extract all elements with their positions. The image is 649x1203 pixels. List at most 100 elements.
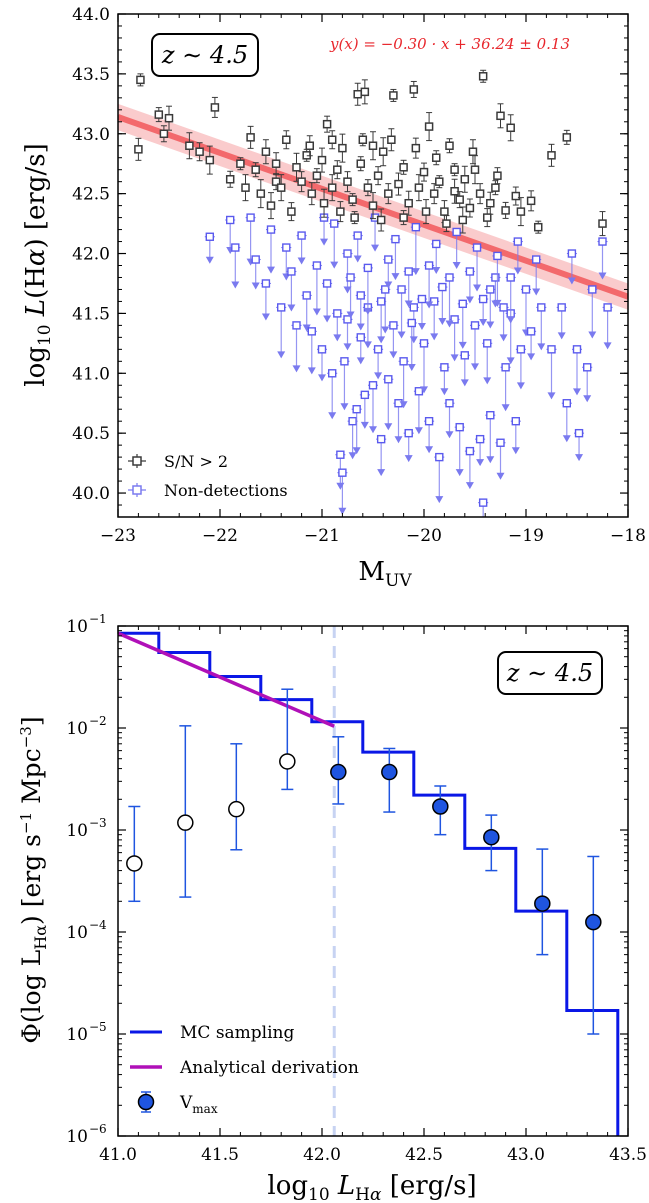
nondetection-point — [459, 351, 470, 387]
detection-point — [333, 160, 342, 180]
detection-marker — [271, 159, 281, 168]
nondetection-point — [464, 267, 475, 304]
nondetection-point — [526, 327, 537, 361]
nondetection-point — [454, 422, 465, 477]
upper-limit-arrow — [363, 307, 372, 315]
nondetection-marker — [360, 390, 370, 400]
y-tick-label: 40.0 — [72, 484, 110, 504]
nondetection-point — [510, 416, 521, 455]
fit-equation: y(x) = −0.30 · x + 36.24 ± 0.13 — [329, 35, 570, 53]
legend: S/N > 2 Non-detections — [128, 452, 288, 500]
detection-point — [384, 183, 393, 205]
nondetection-marker — [516, 345, 526, 354]
nondetection-marker — [511, 416, 520, 426]
nondetection-point — [498, 303, 509, 342]
detection-marker — [348, 195, 357, 204]
detection-marker — [435, 177, 444, 186]
nondetection-point — [332, 309, 343, 342]
detection-marker — [376, 215, 386, 225]
legend-label-analytical: Analytical derivation — [179, 1058, 359, 1078]
nondetection-point — [546, 345, 557, 400]
nondetection-point — [342, 249, 353, 294]
detection-point — [271, 173, 281, 191]
nondetection-marker — [389, 321, 398, 330]
nondetection-marker — [521, 285, 531, 294]
detection-point — [225, 170, 235, 188]
detection-point — [319, 188, 329, 218]
detection-marker — [271, 177, 281, 186]
nondetection-marker — [432, 239, 441, 249]
nondetection-point — [556, 303, 567, 340]
nondetection-point — [390, 234, 401, 281]
nondetection-marker — [373, 345, 383, 354]
detection-marker — [470, 165, 480, 174]
vmax-marker-filled — [330, 763, 347, 781]
nondetection-marker — [414, 387, 424, 396]
upper-limit-arrow — [479, 530, 487, 537]
nondetection-marker — [343, 249, 352, 258]
detection-point — [358, 133, 368, 147]
detection-point — [287, 202, 296, 222]
detection-marker — [516, 207, 526, 216]
nondetection-marker — [458, 299, 467, 309]
upper-limit-arrow — [506, 357, 515, 365]
y-tick-label: 10 — [66, 923, 88, 943]
detection-marker — [327, 183, 337, 192]
detection-point — [373, 166, 383, 186]
detection-marker — [431, 153, 441, 162]
nondetection-point — [396, 285, 407, 339]
axis-ticks: −23 −22 −21 −20 −19 −18 40.0 40.5 41.0 41.5 42.0 42… — [72, 5, 646, 546]
x-axis-label-bottom: log10 LHα [erg/s] — [267, 1171, 476, 1203]
upper-limit-arrow — [473, 284, 482, 292]
upper-limit-arrow — [381, 326, 390, 334]
detection-point — [450, 163, 459, 177]
nondetection-marker — [340, 357, 349, 366]
detection-marker — [368, 201, 378, 210]
detection-point — [482, 208, 492, 228]
detection-marker — [350, 213, 359, 222]
nondetection-point — [451, 227, 462, 269]
vmax-marker-filled — [381, 763, 398, 781]
nondetection-point — [485, 411, 496, 464]
detection-marker — [134, 145, 143, 154]
detection-point — [210, 96, 220, 118]
nondetection-marker — [465, 267, 475, 276]
upper-limit-arrow — [399, 401, 408, 409]
detection-point — [387, 128, 396, 152]
nondetection-marker — [583, 363, 592, 372]
nondetection-point — [380, 285, 391, 334]
detection-point — [516, 197, 526, 227]
upper-limit-arrow — [465, 296, 474, 304]
upper-limit-arrow — [575, 454, 584, 462]
nondetection-point — [495, 438, 506, 480]
upper-limit-arrow — [598, 272, 607, 280]
detection-marker — [475, 189, 485, 198]
detection-point — [336, 201, 345, 223]
nondetection-point — [398, 357, 409, 409]
nondetection-marker — [486, 411, 495, 420]
nondetection-point — [260, 279, 271, 321]
detection-point — [414, 174, 424, 202]
nondetection-point — [339, 357, 350, 411]
nondetection-marker — [352, 405, 361, 414]
nondetection-marker — [445, 399, 454, 408]
mc-sampling-step — [118, 631, 620, 1136]
detection-point — [241, 174, 250, 202]
detection-point — [251, 162, 260, 178]
detection-point — [431, 150, 441, 166]
detection-marker — [225, 175, 235, 184]
detection-marker — [297, 177, 306, 186]
x-tick-label: −20 — [406, 526, 442, 546]
detection-marker — [598, 219, 607, 228]
nondetection-point — [424, 416, 435, 454]
nondetection-point — [561, 399, 572, 443]
x-tick-label: 43.0 — [507, 1145, 545, 1165]
nondetection-marker — [399, 357, 408, 366]
detection-marker — [450, 165, 459, 174]
detection-point — [445, 138, 454, 154]
detection-point — [506, 114, 515, 142]
upper-limit-arrow — [261, 313, 270, 321]
detection-point — [526, 190, 536, 212]
upper-limit-arrow — [435, 496, 444, 504]
